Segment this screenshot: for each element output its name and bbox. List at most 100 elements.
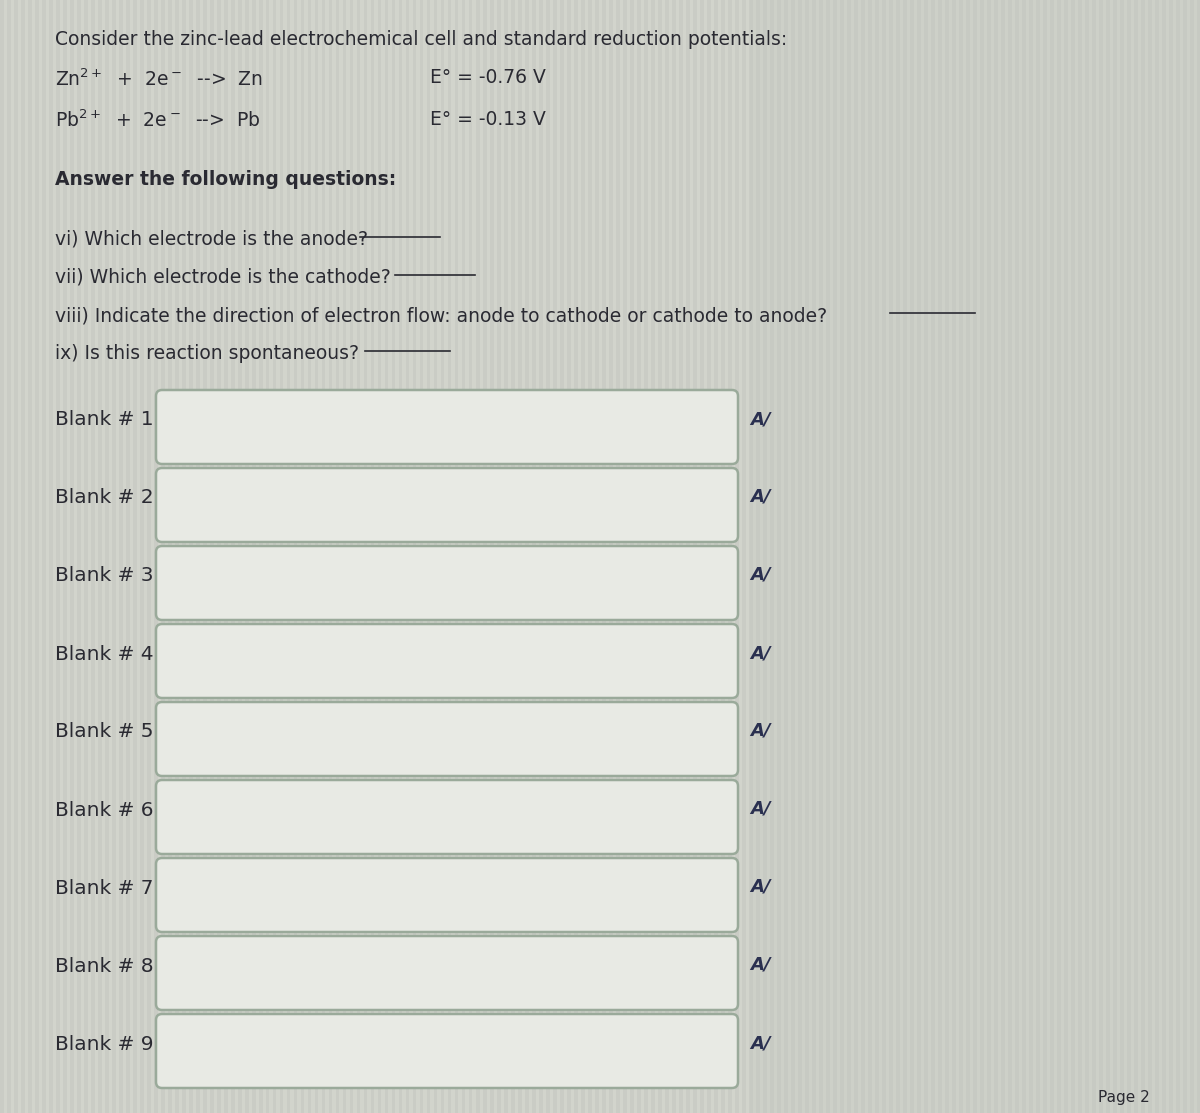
- Bar: [778, 0, 780, 1113]
- Bar: [84, 0, 88, 1113]
- Text: Blank # 4: Blank # 4: [55, 644, 154, 663]
- Bar: [371, 0, 374, 1113]
- Bar: [385, 0, 389, 1113]
- Bar: [329, 0, 332, 1113]
- Bar: [112, 0, 115, 1113]
- Bar: [1057, 0, 1061, 1113]
- Bar: [378, 0, 382, 1113]
- Bar: [1127, 0, 1130, 1113]
- Bar: [1050, 0, 1054, 1113]
- Bar: [106, 0, 108, 1113]
- Bar: [28, 0, 31, 1113]
- Bar: [847, 0, 851, 1113]
- Bar: [595, 0, 599, 1113]
- Bar: [946, 0, 948, 1113]
- FancyBboxPatch shape: [156, 936, 738, 1009]
- Bar: [1162, 0, 1165, 1113]
- Bar: [917, 0, 920, 1113]
- Bar: [1022, 0, 1026, 1113]
- Bar: [588, 0, 592, 1113]
- Bar: [882, 0, 886, 1113]
- Bar: [1198, 0, 1200, 1113]
- Bar: [994, 0, 997, 1113]
- Bar: [1030, 0, 1032, 1113]
- Bar: [742, 0, 745, 1113]
- Bar: [1043, 0, 1046, 1113]
- Bar: [1092, 0, 1096, 1113]
- Bar: [238, 0, 241, 1113]
- Text: A/: A/: [750, 1034, 770, 1052]
- FancyBboxPatch shape: [156, 546, 738, 620]
- Bar: [427, 0, 431, 1113]
- Text: A/: A/: [750, 567, 770, 584]
- Bar: [840, 0, 844, 1113]
- Bar: [553, 0, 557, 1113]
- Bar: [287, 0, 290, 1113]
- Bar: [77, 0, 80, 1113]
- Bar: [434, 0, 438, 1113]
- Bar: [190, 0, 192, 1113]
- Bar: [924, 0, 928, 1113]
- Bar: [749, 0, 752, 1113]
- Bar: [140, 0, 144, 1113]
- Bar: [518, 0, 522, 1113]
- Bar: [440, 0, 444, 1113]
- Text: vi) Which electrode is the anode?: vi) Which electrode is the anode?: [55, 230, 368, 249]
- Text: Blank # 6: Blank # 6: [55, 800, 154, 819]
- Bar: [805, 0, 809, 1113]
- Text: Zn$^{2+}$  +  2e$^-$  -->  Zn: Zn$^{2+}$ + 2e$^-$ --> Zn: [55, 68, 263, 89]
- Bar: [1156, 0, 1158, 1113]
- Bar: [252, 0, 256, 1113]
- Bar: [637, 0, 641, 1113]
- Text: Blank # 5: Blank # 5: [55, 722, 154, 741]
- Bar: [1120, 0, 1123, 1113]
- Bar: [182, 0, 186, 1113]
- Bar: [259, 0, 263, 1113]
- Bar: [272, 0, 276, 1113]
- Bar: [938, 0, 942, 1113]
- Text: A/: A/: [750, 410, 770, 429]
- Bar: [784, 0, 787, 1113]
- Bar: [679, 0, 683, 1113]
- Bar: [14, 0, 18, 1113]
- Bar: [203, 0, 206, 1113]
- Bar: [504, 0, 508, 1113]
- Bar: [322, 0, 325, 1113]
- Bar: [672, 0, 676, 1113]
- Bar: [294, 0, 298, 1113]
- Bar: [770, 0, 774, 1113]
- FancyBboxPatch shape: [156, 1014, 738, 1089]
- Bar: [539, 0, 542, 1113]
- Bar: [623, 0, 626, 1113]
- Bar: [826, 0, 829, 1113]
- Bar: [896, 0, 900, 1113]
- Bar: [98, 0, 102, 1113]
- Bar: [210, 0, 214, 1113]
- Text: ix) Is this reaction spontaneous?: ix) Is this reaction spontaneous?: [55, 344, 359, 363]
- FancyBboxPatch shape: [156, 390, 738, 464]
- Bar: [119, 0, 122, 1113]
- Bar: [763, 0, 767, 1113]
- Text: A/: A/: [750, 644, 770, 662]
- Bar: [980, 0, 984, 1113]
- Bar: [245, 0, 248, 1113]
- Bar: [630, 0, 634, 1113]
- Text: Blank # 9: Blank # 9: [55, 1034, 154, 1054]
- Bar: [511, 0, 515, 1113]
- Bar: [714, 0, 718, 1113]
- FancyBboxPatch shape: [750, 0, 1200, 1113]
- Bar: [1072, 0, 1074, 1113]
- Bar: [1169, 0, 1172, 1113]
- Bar: [574, 0, 577, 1113]
- Bar: [952, 0, 955, 1113]
- Bar: [610, 0, 612, 1113]
- Text: Consider the zinc-lead electrochemical cell and standard reduction potentials:: Consider the zinc-lead electrochemical c…: [55, 30, 787, 49]
- Bar: [854, 0, 858, 1113]
- Bar: [497, 0, 500, 1113]
- Bar: [1114, 0, 1116, 1113]
- Bar: [133, 0, 137, 1113]
- Bar: [350, 0, 354, 1113]
- Bar: [42, 0, 46, 1113]
- Bar: [736, 0, 738, 1113]
- Bar: [420, 0, 424, 1113]
